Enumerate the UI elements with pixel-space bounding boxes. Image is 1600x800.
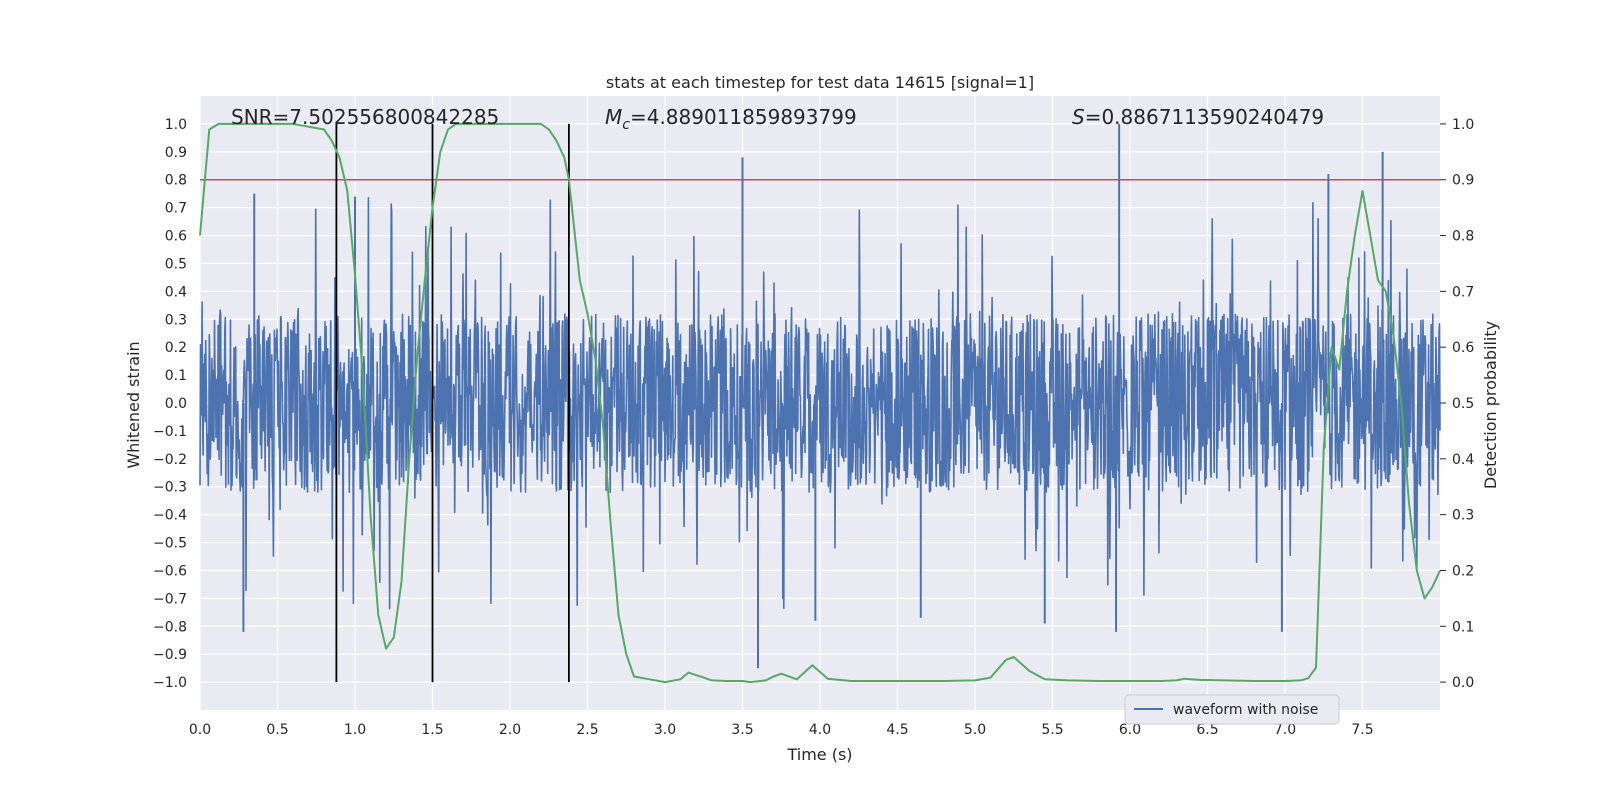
y-right-axis-ticks: 0.0 0.1 0.2 0.3 0.4 0.5 0.6 0.7 0.8 0.9 1.0 <box>1440 117 1474 691</box>
y-tick-label: −0.5 <box>153 536 187 552</box>
y-tick-label: −0.2 <box>153 452 187 468</box>
y-tick-label: −0.8 <box>153 619 187 635</box>
legend-label: waveform with noise <box>1173 702 1318 718</box>
x-tick-label: 2.0 <box>499 722 521 738</box>
y-tick-label: 0.7 <box>165 201 187 217</box>
y-tick-label: 0.9 <box>165 145 187 161</box>
x-tick-label: 4.0 <box>809 722 831 738</box>
y-tick-label: 0.0 <box>165 396 187 412</box>
mc-annotation: Mc=4.889011859893799 <box>605 105 857 133</box>
detection-probability-line <box>199 122 1441 684</box>
s-value: =0.8867113590240479 <box>1085 105 1324 129</box>
y-tick-label: 1.0 <box>165 117 187 133</box>
y-tick-label: −0.6 <box>153 563 187 579</box>
y-right-axis-label: Detection probability <box>1481 321 1500 489</box>
x-tick-label: 0.5 <box>266 722 288 738</box>
detection-probability-series <box>199 122 1441 684</box>
x-tick-label: 0.0 <box>189 722 211 738</box>
s-symbol: S <box>1072 105 1085 129</box>
chart-title: stats at each timestep for test data 146… <box>606 73 1034 92</box>
y-tick-label: 0.4 <box>165 284 187 300</box>
y-right-tick-label: 0.5 <box>1452 396 1474 412</box>
waveform-line <box>199 197 1441 610</box>
x-tick-label: 5.5 <box>1041 722 1063 738</box>
y-tick-label: 0.3 <box>165 312 187 328</box>
y-right-tick-label: 0.3 <box>1452 508 1474 524</box>
y-axis-label: Whitened strain <box>124 341 143 468</box>
x-tick-label: 6.5 <box>1196 722 1218 738</box>
x-tick-label: 1.5 <box>421 722 443 738</box>
x-axis-label: Time (s) <box>786 745 852 764</box>
x-tick-label: 4.5 <box>886 722 908 738</box>
y-right-tick-label: 0.2 <box>1452 563 1474 579</box>
y-tick-label: 0.1 <box>165 368 187 384</box>
x-tick-label: 3.0 <box>654 722 676 738</box>
x-tick-label: 7.0 <box>1274 722 1296 738</box>
y-right-tick-label: 0.8 <box>1452 229 1474 245</box>
y-tick-label: 0.8 <box>165 173 187 189</box>
y-right-tick-label: 0.6 <box>1452 340 1474 356</box>
y-tick-label: 0.5 <box>165 256 187 272</box>
x-tick-label: 5.0 <box>964 722 986 738</box>
y-tick-label: 0.2 <box>165 340 187 356</box>
mc-value: =4.889011859893799 <box>630 105 857 129</box>
mc-symbol: M <box>605 105 622 129</box>
y-tick-label: −0.1 <box>153 424 187 440</box>
y-tick-label: −0.7 <box>153 591 187 607</box>
waveform-series <box>199 123 1441 669</box>
mc-subscript: c <box>622 117 630 133</box>
x-tick-label: 6.0 <box>1119 722 1141 738</box>
snr-annotation: SNR=7.502556800842285 <box>231 105 499 129</box>
y-right-tick-label: 0.1 <box>1452 619 1474 635</box>
x-axis-ticks: 0.0 0.5 1.0 1.5 2.0 2.5 3.0 3.5 4.0 4.5 5.0 5.5 6.0 6… <box>189 722 1374 738</box>
y-axis-ticks: 1.0 0.9 0.8 0.7 0.6 0.5 0.4 0.3 0.2 0.1 0.0 −0.1 −0.… <box>153 117 187 691</box>
y-right-tick-label: 0.4 <box>1452 452 1474 468</box>
y-tick-label: 0.6 <box>165 229 187 245</box>
s-annotation: S=0.8867113590240479 <box>1072 105 1324 129</box>
x-tick-label: 2.5 <box>576 722 598 738</box>
y-tick-label: −0.3 <box>153 480 187 496</box>
y-right-tick-label: 0.0 <box>1452 675 1474 691</box>
x-tick-label: 3.5 <box>731 722 753 738</box>
legend: waveform with noise <box>1124 694 1340 725</box>
x-tick-label: 7.5 <box>1351 722 1373 738</box>
legend-box <box>1124 694 1340 725</box>
y-right-tick-label: 0.7 <box>1452 284 1474 300</box>
y-tick-label: −1.0 <box>153 675 187 691</box>
y-tick-label: −0.9 <box>153 647 187 663</box>
y-right-tick-label: 0.9 <box>1452 173 1474 189</box>
y-tick-label: −0.4 <box>153 508 187 524</box>
x-tick-label: 1.0 <box>344 722 366 738</box>
y-right-tick-label: 1.0 <box>1452 117 1474 133</box>
